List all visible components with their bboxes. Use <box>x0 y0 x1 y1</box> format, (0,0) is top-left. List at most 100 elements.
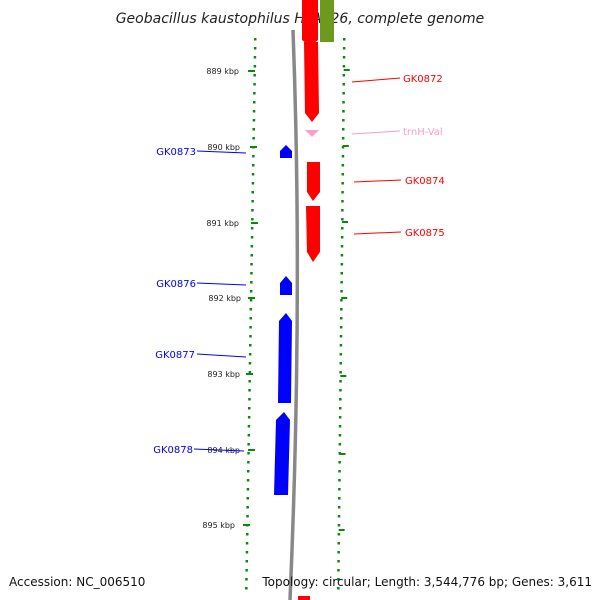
scale-tick <box>248 449 255 451</box>
inner-dot <box>250 254 253 257</box>
outer-dot <box>340 308 343 311</box>
outer-dot <box>337 533 341 536</box>
inner-dot <box>246 506 249 509</box>
scale-tick <box>251 222 258 224</box>
inner-dot <box>245 551 249 554</box>
inner-dot <box>246 479 250 482</box>
inner-dot <box>251 173 255 176</box>
inner-dot <box>253 83 256 86</box>
gene-leader-line <box>196 282 247 286</box>
inner-dot <box>252 128 255 131</box>
inner-dot <box>250 245 254 248</box>
outer-dot <box>337 560 340 563</box>
scale-tick <box>248 297 255 299</box>
outer-dot <box>340 299 343 302</box>
inner-dot <box>245 587 248 590</box>
inner-dot <box>253 92 256 95</box>
outer-dot <box>339 362 342 365</box>
gene-label: GK0878 <box>153 445 193 456</box>
inner-dot <box>249 344 252 347</box>
accession-text: Accession: NC_006510 <box>9 575 145 589</box>
outer-dot <box>337 569 340 572</box>
reverse-gene-gk0873 <box>280 145 292 158</box>
outer-dot <box>337 542 340 545</box>
inner-dot <box>248 380 251 383</box>
outer-dot <box>340 245 344 248</box>
inner-dot <box>249 326 252 329</box>
outer-dot <box>341 209 344 212</box>
inner-dot <box>246 488 250 491</box>
scale-tick-label: 895 kbp <box>202 521 235 530</box>
outer-dot <box>337 587 340 590</box>
gene-label: GK0876 <box>156 279 196 290</box>
outer-dot <box>342 65 346 68</box>
inner-dot <box>247 416 251 419</box>
trna-trnh-val <box>305 130 319 137</box>
outer-scale-tick <box>343 69 350 71</box>
gene-leader-line <box>351 130 401 135</box>
map-title: Geobacillus kaustophilus HTA426, complet… <box>116 11 485 27</box>
gene-leader-line <box>353 179 402 183</box>
outer-dot <box>342 101 345 104</box>
outer-dot <box>340 236 344 239</box>
inner-dot <box>253 56 257 59</box>
outer-dot <box>342 92 345 95</box>
inner-dot <box>245 560 248 563</box>
forward-gene-gk0874 <box>307 162 320 201</box>
gene-leader-line <box>353 231 402 235</box>
scale-tick <box>248 70 255 72</box>
outer-dot <box>343 38 346 41</box>
outer-dot <box>338 461 341 464</box>
gene-label: GK0875 <box>405 228 445 239</box>
outer-dot <box>337 515 341 518</box>
outer-dot <box>341 137 345 140</box>
topology-text: Topology: circular; Length: 3,544,776 bp… <box>261 575 592 589</box>
inner-dot <box>251 209 254 212</box>
inner-dot <box>250 281 253 284</box>
inner-dot <box>249 308 253 311</box>
gene-labels: GK0872 trnH-Val GK0874 GK0875 GK0873 GK0876 GK… <box>153 74 445 456</box>
inner-dot <box>247 434 251 437</box>
inner-dot <box>251 218 254 221</box>
outer-dot <box>340 317 343 320</box>
inner-dot <box>252 119 256 122</box>
outer-dot <box>337 551 340 554</box>
inner-dot <box>253 47 257 50</box>
inner-dot <box>250 263 253 266</box>
outer-dot <box>339 398 342 401</box>
inner-dot <box>248 362 252 365</box>
scale-tick-label: 893 kbp <box>207 370 240 379</box>
genome-backbone <box>288 29 300 600</box>
inner-dot <box>252 164 255 167</box>
outer-dot <box>339 326 343 329</box>
outer-scale-tick <box>340 375 347 377</box>
inner-dot <box>253 101 256 104</box>
inner-dot <box>250 272 253 275</box>
outer-dot <box>342 47 346 50</box>
inner-dot <box>248 389 251 392</box>
outer-dot <box>341 155 345 158</box>
outer-dot <box>339 335 343 338</box>
green-feature <box>320 0 334 42</box>
outer-scale-tick <box>342 221 348 223</box>
inner-dot <box>250 227 254 230</box>
gene-leader-line <box>193 448 245 452</box>
inner-dot <box>246 497 249 500</box>
inner-dot <box>252 137 255 140</box>
scale-tick-label: 892 kbp <box>208 294 241 303</box>
inner-dot <box>248 407 251 410</box>
outer-dot <box>342 83 345 86</box>
outer-dot <box>338 488 341 491</box>
gene-leader-line <box>196 150 247 154</box>
outer-dot <box>337 524 341 527</box>
inner-dot <box>253 74 256 77</box>
gene-features <box>274 0 334 600</box>
outer-dot <box>342 74 346 77</box>
inner-dot <box>247 470 250 473</box>
outer-dot <box>340 254 344 257</box>
outer-dot <box>337 578 340 581</box>
inner-dot <box>254 38 257 41</box>
outer-dot <box>342 119 345 122</box>
outer-dot <box>340 290 343 293</box>
